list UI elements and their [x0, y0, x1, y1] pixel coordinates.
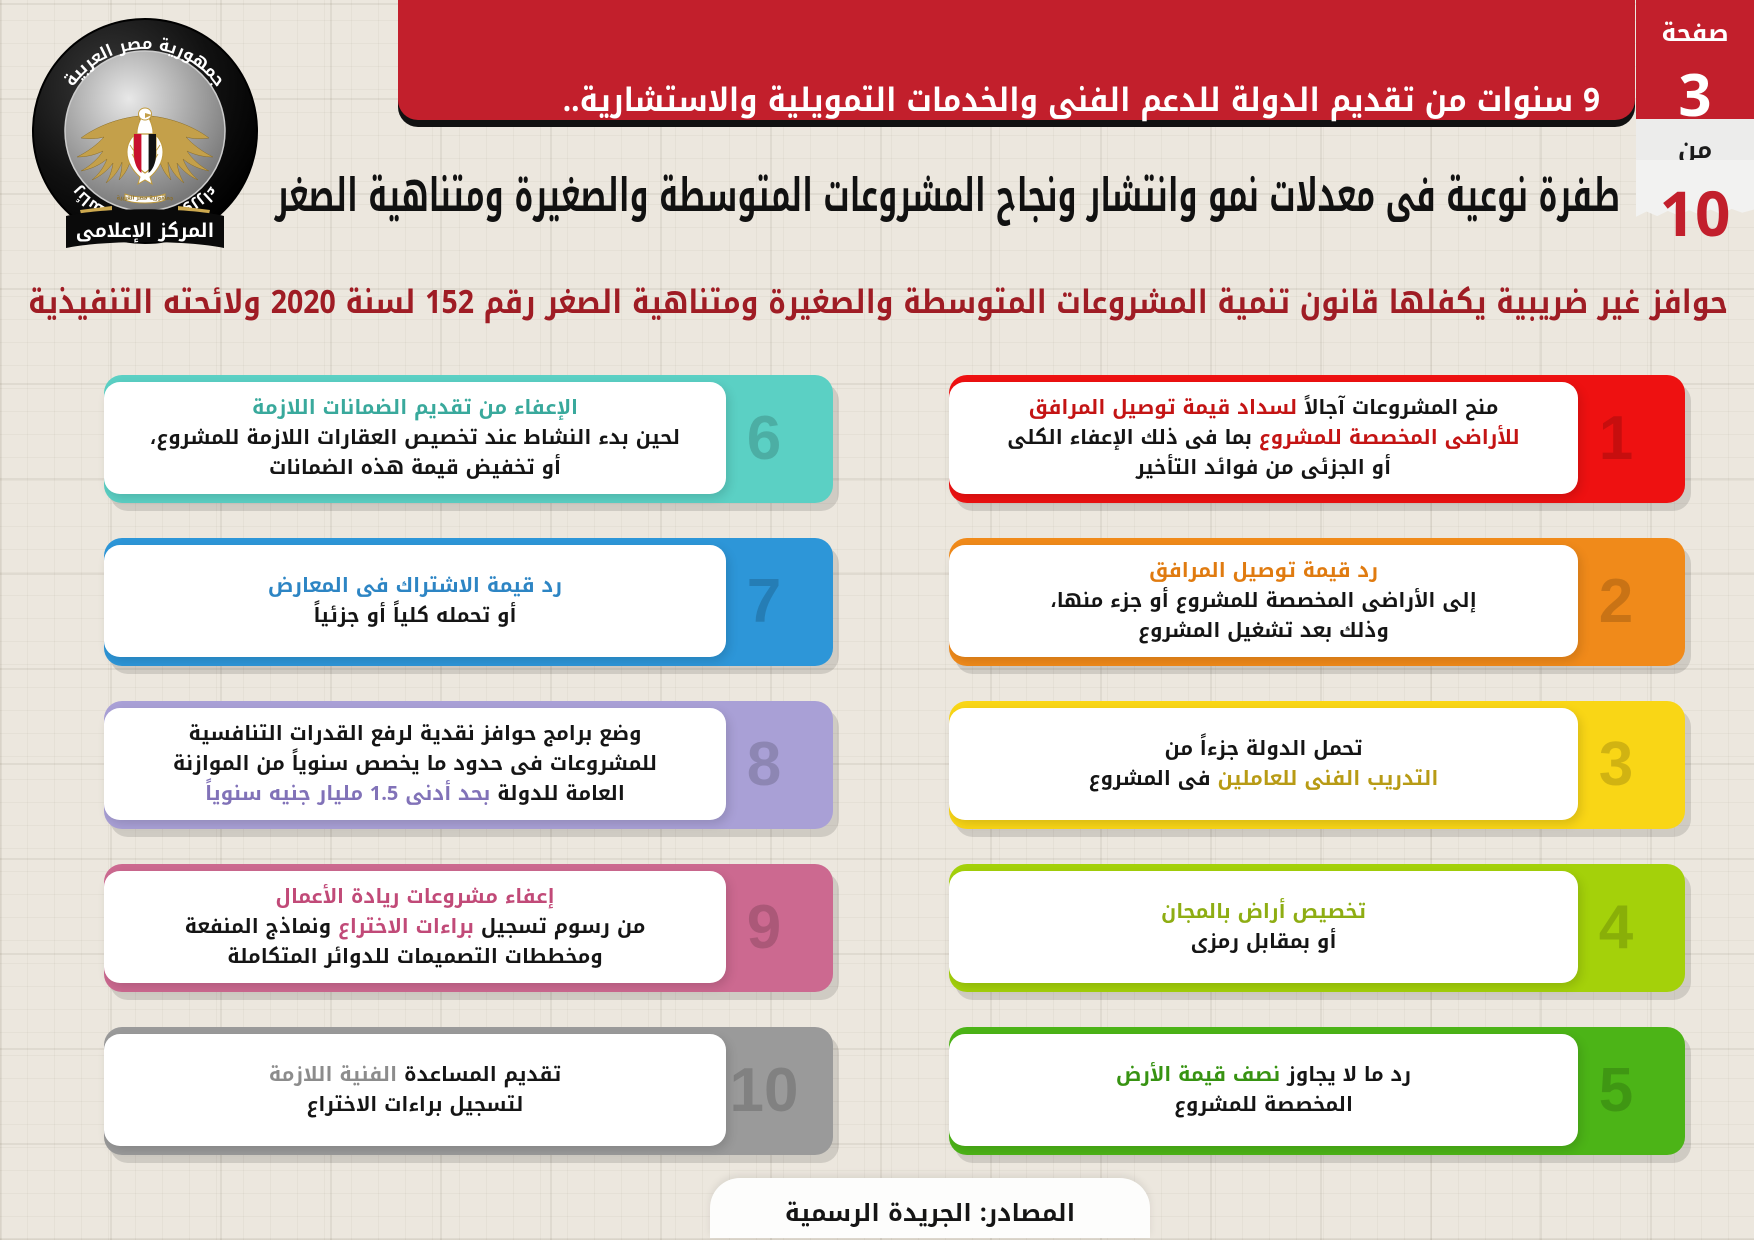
svg-text:جمهورية مصر العربية: جمهورية مصر العربية — [117, 194, 174, 204]
svg-text:المركز الإعلامى: المركز الإعلامى — [76, 213, 214, 249]
